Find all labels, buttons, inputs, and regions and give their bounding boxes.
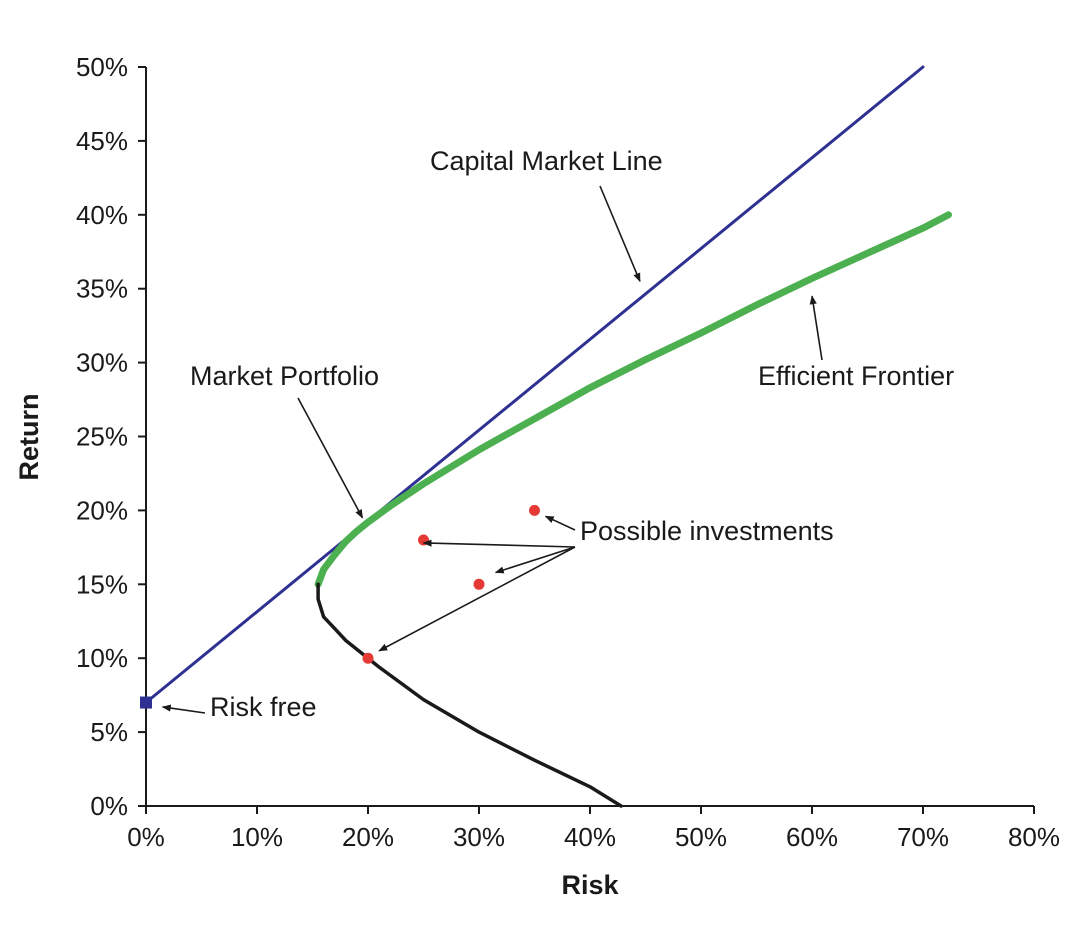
risk-free-marker — [140, 696, 152, 709]
x-tick-label: 50% — [675, 822, 727, 852]
annotation-risk-free: Risk free — [210, 692, 317, 722]
investment-point — [473, 578, 485, 590]
investment-point — [529, 504, 540, 516]
annotation-capital-market-line: Capital Market Line — [430, 146, 663, 176]
possible-investments-arrow — [378, 546, 576, 652]
y-tick-label: 20% — [76, 495, 128, 525]
y-tick-label: 30% — [76, 348, 128, 378]
y-tick-label: 25% — [76, 422, 128, 452]
y-tick-label: 15% — [76, 569, 128, 599]
investment-point — [362, 652, 374, 664]
capital-market-line-arrow — [599, 185, 641, 283]
efficient-frontier-series — [314, 211, 952, 588]
annotation-market-portfolio: Market Portfolio — [190, 361, 379, 391]
market-portfolio-arrow — [297, 397, 364, 519]
x-tick-label: 80% — [1008, 822, 1060, 852]
annotation-efficient-frontier: Efficient Frontier — [758, 361, 954, 391]
x-tick-label: 30% — [453, 822, 505, 852]
points-layer — [140, 504, 540, 709]
arrows-layer — [161, 185, 823, 714]
capital-market-line-series — [144, 65, 925, 704]
efficient-frontier-arrow — [809, 295, 823, 361]
y-tick-label: 50% — [76, 52, 128, 82]
x-tick-label: 70% — [897, 822, 949, 852]
y-tick-label: 10% — [76, 643, 128, 673]
axes: 0% 10% 20% 30% 40% 50% 60% 70% 80% 0% 5% 10% 15% 20% 2… — [76, 52, 1060, 852]
possible-investments-arrow — [544, 515, 576, 531]
y-axis-title: Return — [14, 394, 44, 481]
x-tick-label: 10% — [231, 822, 283, 852]
x-tick-label: 20% — [342, 822, 394, 852]
annotation-possible-investments: Possible investments — [580, 516, 834, 546]
frontier-lower-branch-series — [316, 582, 623, 808]
y-tick-label: 40% — [76, 200, 128, 230]
possible-investments-arrow — [494, 546, 576, 574]
x-tick-label: 40% — [564, 822, 616, 852]
x-axis-title: Risk — [561, 870, 619, 900]
x-tick-label: 60% — [786, 822, 838, 852]
possible-investments-arrow — [422, 539, 576, 548]
risk-free-arrow — [161, 704, 206, 714]
y-tick-label: 0% — [90, 791, 128, 821]
x-tick-label: 0% — [127, 822, 165, 852]
y-tick-label: 35% — [76, 274, 128, 304]
y-tick-label: 45% — [76, 126, 128, 156]
y-tick-label: 5% — [90, 717, 128, 747]
